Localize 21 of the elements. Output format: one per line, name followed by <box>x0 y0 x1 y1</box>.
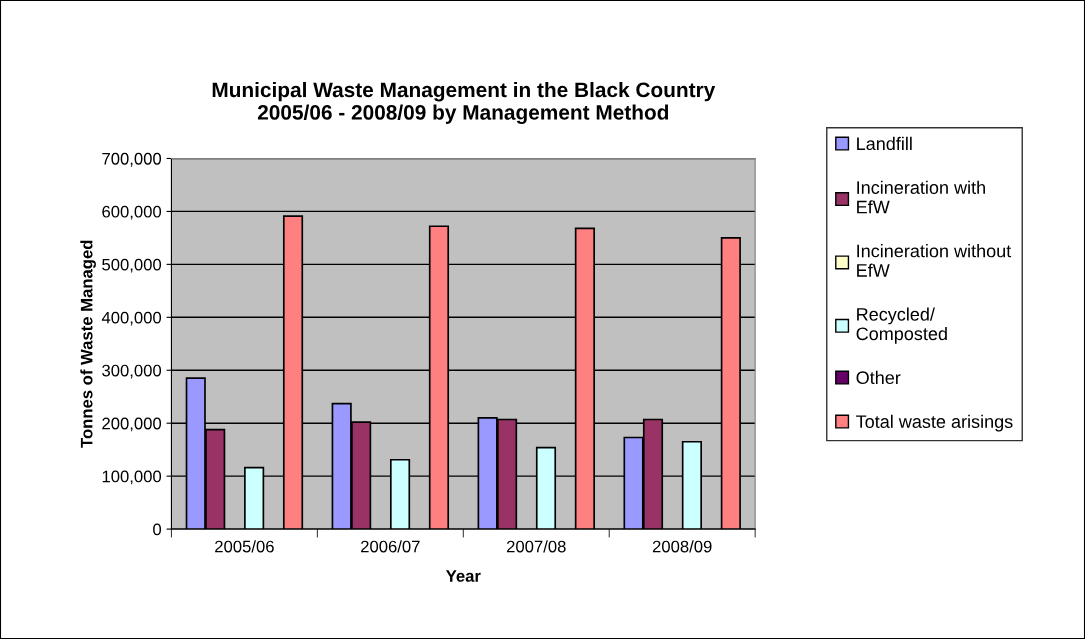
y-axis-title: Tonnes of Waste Managed <box>80 240 96 448</box>
y-tick-label: 0 <box>153 523 162 536</box>
legend-label: Total waste arisings <box>856 414 1013 432</box>
x-tick-label: 2005/06 <box>215 540 274 553</box>
y-tick-label: 200,000 <box>102 417 162 432</box>
legend-label: Landfill <box>857 136 912 151</box>
y-tick-label: 400,000 <box>101 311 162 326</box>
y-tick-label: 600,000 <box>102 205 162 220</box>
x-tick-label: 2007/08 <box>506 540 566 553</box>
x-tick-label: 2006/07 <box>361 540 420 553</box>
legend-label: Incineration with EfW <box>857 180 985 214</box>
y-tick-label: 100,000 <box>102 470 162 485</box>
x-axis-title: Year <box>445 570 481 582</box>
chart-title: Municipal Waste Management in the Black Country 2005/06 - 2008/09 by Management Method <box>212 81 716 124</box>
y-tick-label: 300,000 <box>102 364 162 379</box>
legend-label: Recycled/ Composted <box>856 307 947 344</box>
y-tick-label: 500,000 <box>102 258 162 273</box>
legend-label: Other <box>856 370 901 385</box>
legend-label: Incineration without EfW <box>857 244 1012 277</box>
y-tick-label: 700,000 <box>102 152 162 167</box>
x-tick-label: 2008/09 <box>652 540 712 553</box>
